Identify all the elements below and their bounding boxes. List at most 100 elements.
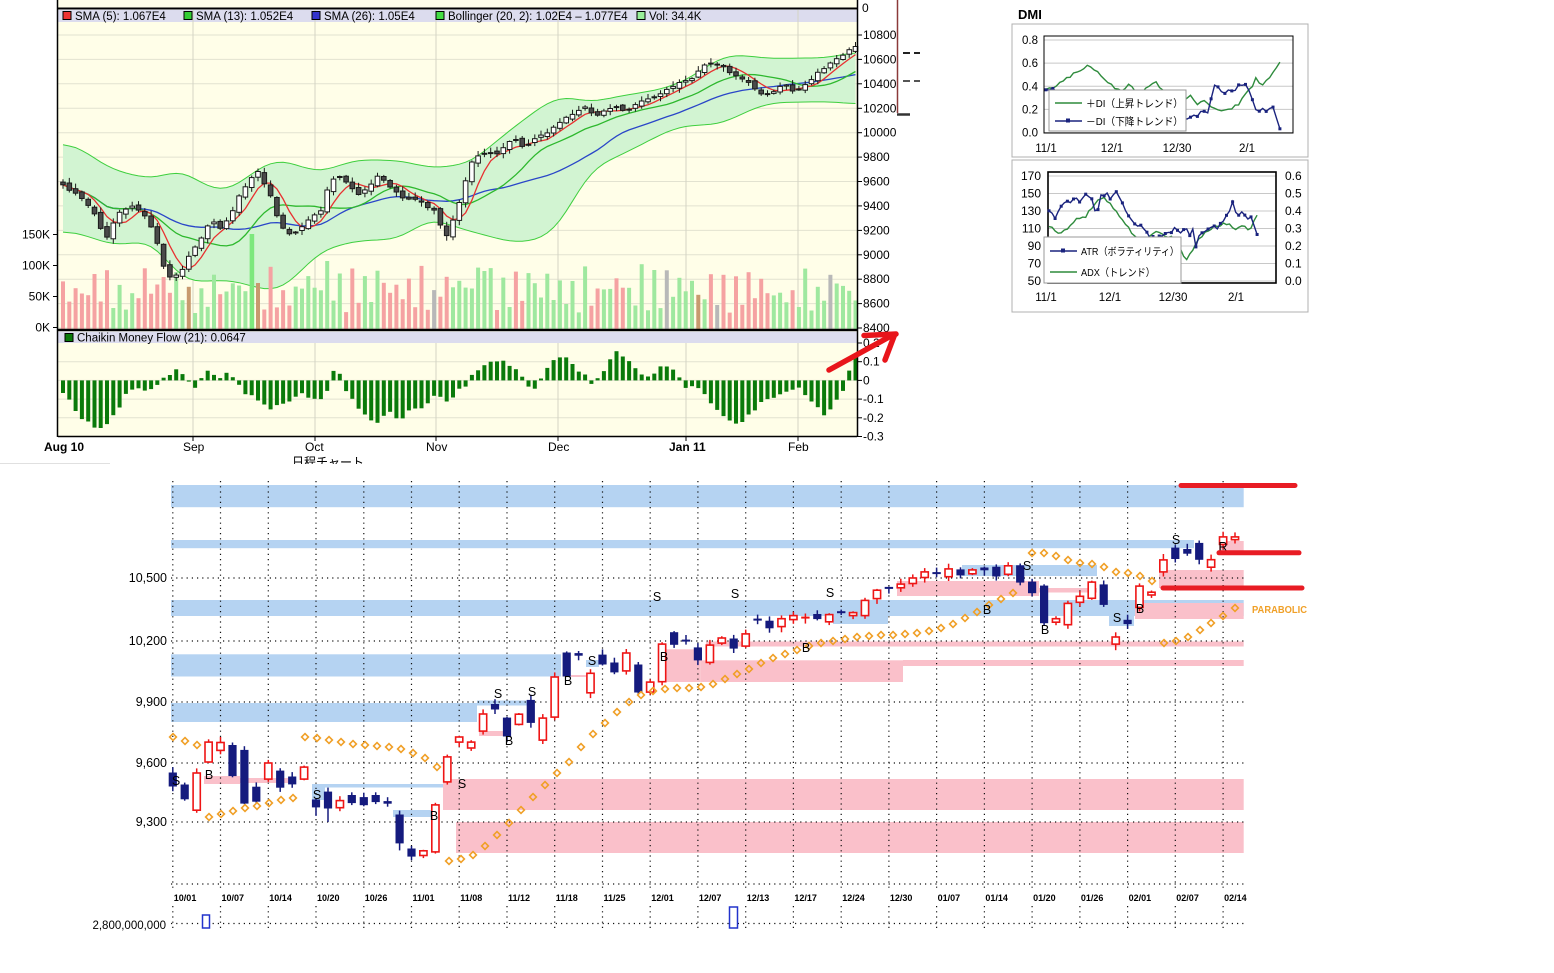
svg-text:2/1: 2/1 (1239, 143, 1255, 155)
svg-text:ATR（ボラティリティ）: ATR（ボラティリティ） (1081, 246, 1179, 258)
svg-text:12/30: 12/30 (890, 893, 913, 903)
svg-text:11/25: 11/25 (604, 893, 626, 903)
svg-text:10/07: 10/07 (222, 893, 245, 903)
svg-text:10,200: 10,200 (129, 634, 167, 648)
svg-text:Bollinger (20, 2): 1.02E4 – 1.: Bollinger (20, 2): 1.02E4 – 1.077E4 (448, 11, 628, 23)
svg-text:50: 50 (1028, 274, 1042, 288)
svg-text:日程チャート: 日程チャート (292, 455, 364, 470)
svg-text:Feb: Feb (788, 440, 809, 454)
svg-text:S: S (1113, 611, 1121, 625)
svg-text:SMA (26): 1.05E4: SMA (26): 1.05E4 (324, 11, 415, 23)
svg-text:S: S (172, 774, 180, 788)
svg-text:01/26: 01/26 (1081, 893, 1104, 903)
svg-text:150: 150 (1021, 187, 1041, 201)
svg-text:0.6: 0.6 (1022, 58, 1038, 70)
svg-text:S: S (528, 685, 536, 699)
svg-text:-0.2: -0.2 (863, 411, 884, 425)
svg-text:10/14: 10/14 (269, 893, 292, 903)
svg-text:10800: 10800 (863, 28, 897, 42)
svg-text:B: B (205, 768, 213, 782)
svg-text:12/30: 12/30 (1159, 292, 1188, 304)
svg-text:130: 130 (1021, 204, 1041, 218)
svg-text:9400: 9400 (863, 199, 890, 213)
svg-text:10600: 10600 (863, 52, 897, 66)
svg-text:2,800,000,000: 2,800,000,000 (92, 920, 166, 932)
svg-text:－DI（下降トレンド）: －DI（下降トレンド） (1086, 115, 1183, 128)
svg-text:DMI: DMI (1018, 7, 1042, 22)
svg-text:01/07: 01/07 (938, 893, 961, 903)
svg-text:0.1: 0.1 (863, 355, 880, 369)
svg-text:B: B (983, 603, 991, 617)
svg-text:12/30: 12/30 (1163, 143, 1192, 155)
svg-text:12/24: 12/24 (842, 893, 865, 903)
svg-text:8600: 8600 (863, 297, 890, 311)
svg-text:70: 70 (1028, 257, 1042, 271)
svg-text:S: S (653, 590, 661, 604)
svg-text:S: S (313, 788, 321, 802)
svg-text:10/01: 10/01 (174, 893, 197, 903)
svg-text:9200: 9200 (863, 223, 890, 237)
svg-text:11/12: 11/12 (508, 893, 530, 903)
svg-text:B: B (802, 641, 810, 655)
svg-text:0: 0 (862, 1, 869, 15)
svg-text:-0.3: -0.3 (863, 430, 884, 444)
svg-text:0K: 0K (35, 321, 50, 335)
svg-text:0.0: 0.0 (1022, 128, 1038, 140)
svg-text:Sep: Sep (183, 440, 205, 454)
svg-text:Chaikin Money Flow (21): 0.064: Chaikin Money Flow (21): 0.0647 (77, 333, 246, 345)
svg-text:0.2: 0.2 (1285, 239, 1302, 253)
svg-text:＋DI（上昇トレンド）: ＋DI（上昇トレンド） (1086, 98, 1183, 110)
svg-text:S: S (1172, 533, 1180, 547)
svg-text:0.5: 0.5 (1285, 187, 1302, 201)
svg-text:0.0: 0.0 (1285, 274, 1302, 288)
svg-text:S: S (588, 654, 596, 668)
svg-text:0.1: 0.1 (1285, 257, 1302, 271)
svg-text:02/01: 02/01 (1129, 893, 1152, 903)
svg-text:10/26: 10/26 (365, 893, 388, 903)
svg-text:0.4: 0.4 (1285, 204, 1302, 218)
svg-text:9600: 9600 (863, 175, 890, 189)
svg-text:B: B (660, 650, 668, 664)
svg-text:02/07: 02/07 (1176, 893, 1199, 903)
svg-text:0.2: 0.2 (1022, 104, 1038, 116)
svg-text:02/14: 02/14 (1224, 893, 1247, 903)
svg-text:S: S (1023, 559, 1031, 573)
svg-text:S: S (826, 586, 834, 600)
svg-text:Aug 10: Aug 10 (44, 440, 84, 454)
svg-text:B: B (1041, 623, 1049, 637)
svg-text:10/20: 10/20 (317, 893, 340, 903)
svg-text:11/1: 11/1 (1035, 292, 1057, 304)
svg-text:9000: 9000 (863, 248, 890, 262)
svg-text:0.8: 0.8 (1022, 35, 1038, 47)
svg-text:0: 0 (863, 373, 870, 387)
svg-text:90: 90 (1028, 239, 1042, 253)
svg-text:Oct: Oct (305, 440, 324, 454)
svg-text:01/20: 01/20 (1033, 893, 1056, 903)
svg-text:9,600: 9,600 (136, 756, 167, 770)
svg-text:10200: 10200 (863, 101, 897, 115)
svg-text:B: B (505, 734, 513, 748)
svg-text:11/18: 11/18 (556, 893, 578, 903)
svg-text:Vol: 34.4K: Vol: 34.4K (649, 11, 702, 23)
svg-text:50K: 50K (29, 290, 50, 304)
svg-text:2/1: 2/1 (1228, 292, 1244, 304)
svg-text:S: S (494, 687, 502, 701)
svg-text:SMA (13): 1.052E4: SMA (13): 1.052E4 (196, 11, 294, 23)
svg-text:SMA (5): 1.067E4: SMA (5): 1.067E4 (75, 11, 166, 23)
svg-text:0.4: 0.4 (1022, 81, 1039, 93)
svg-text:Dec: Dec (548, 440, 569, 454)
svg-text:R: R (1218, 540, 1227, 554)
svg-text:S: S (458, 777, 466, 791)
svg-text:12/13: 12/13 (747, 893, 770, 903)
svg-text:11/08: 11/08 (460, 893, 482, 903)
svg-text:10400: 10400 (863, 77, 897, 91)
svg-text:9,900: 9,900 (136, 695, 167, 709)
svg-text:12/07: 12/07 (699, 893, 722, 903)
svg-text:0.3: 0.3 (1285, 222, 1302, 236)
svg-text:9800: 9800 (863, 150, 890, 164)
svg-text:Jan 11: Jan 11 (669, 440, 706, 454)
svg-text:9,300: 9,300 (136, 815, 167, 829)
svg-text:01/14: 01/14 (985, 893, 1008, 903)
svg-text:12/1: 12/1 (1101, 143, 1123, 155)
svg-text:12/17: 12/17 (794, 893, 817, 903)
